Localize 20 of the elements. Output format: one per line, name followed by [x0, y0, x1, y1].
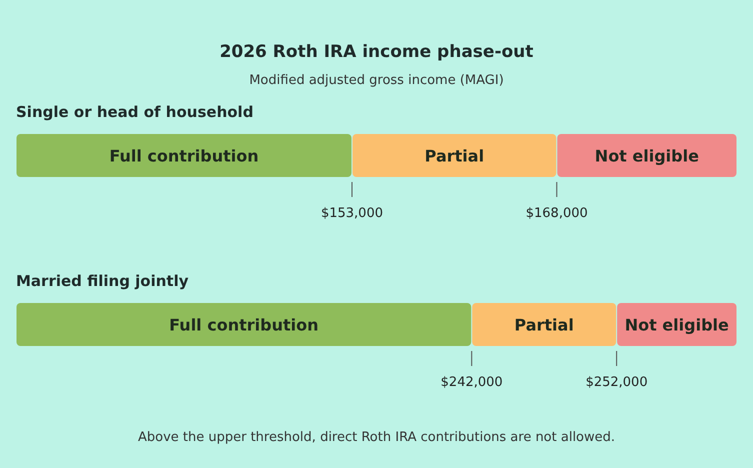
series-label: Partial: [424, 146, 484, 166]
y-tick-label: Married filing jointly: [16, 272, 189, 290]
series-label: Full contribution: [109, 146, 259, 166]
bar: [16, 134, 352, 177]
text: Above the upper threshold, direct Roth IRA contributions are not allowed.: [138, 430, 616, 445]
bar: [16, 303, 472, 346]
text: Full contribution: [169, 316, 318, 334]
text: Partial: [514, 316, 574, 334]
text: Not eligible: [594, 146, 699, 166]
bar: [352, 134, 556, 177]
bar: [472, 303, 616, 346]
series-label: Not eligible: [624, 316, 730, 334]
annotation: $153,000: [320, 206, 383, 221]
text: $242,000: [440, 375, 503, 390]
text: $252,000: [586, 375, 648, 390]
text: Modified adjusted gross income (MAGI): [249, 73, 504, 88]
annotation: $168,000: [526, 206, 588, 221]
bar: [557, 134, 736, 177]
y-tick-label: Single or head of household: [16, 103, 254, 121]
text: 2026 Roth IRA income phase-out: [220, 42, 534, 62]
